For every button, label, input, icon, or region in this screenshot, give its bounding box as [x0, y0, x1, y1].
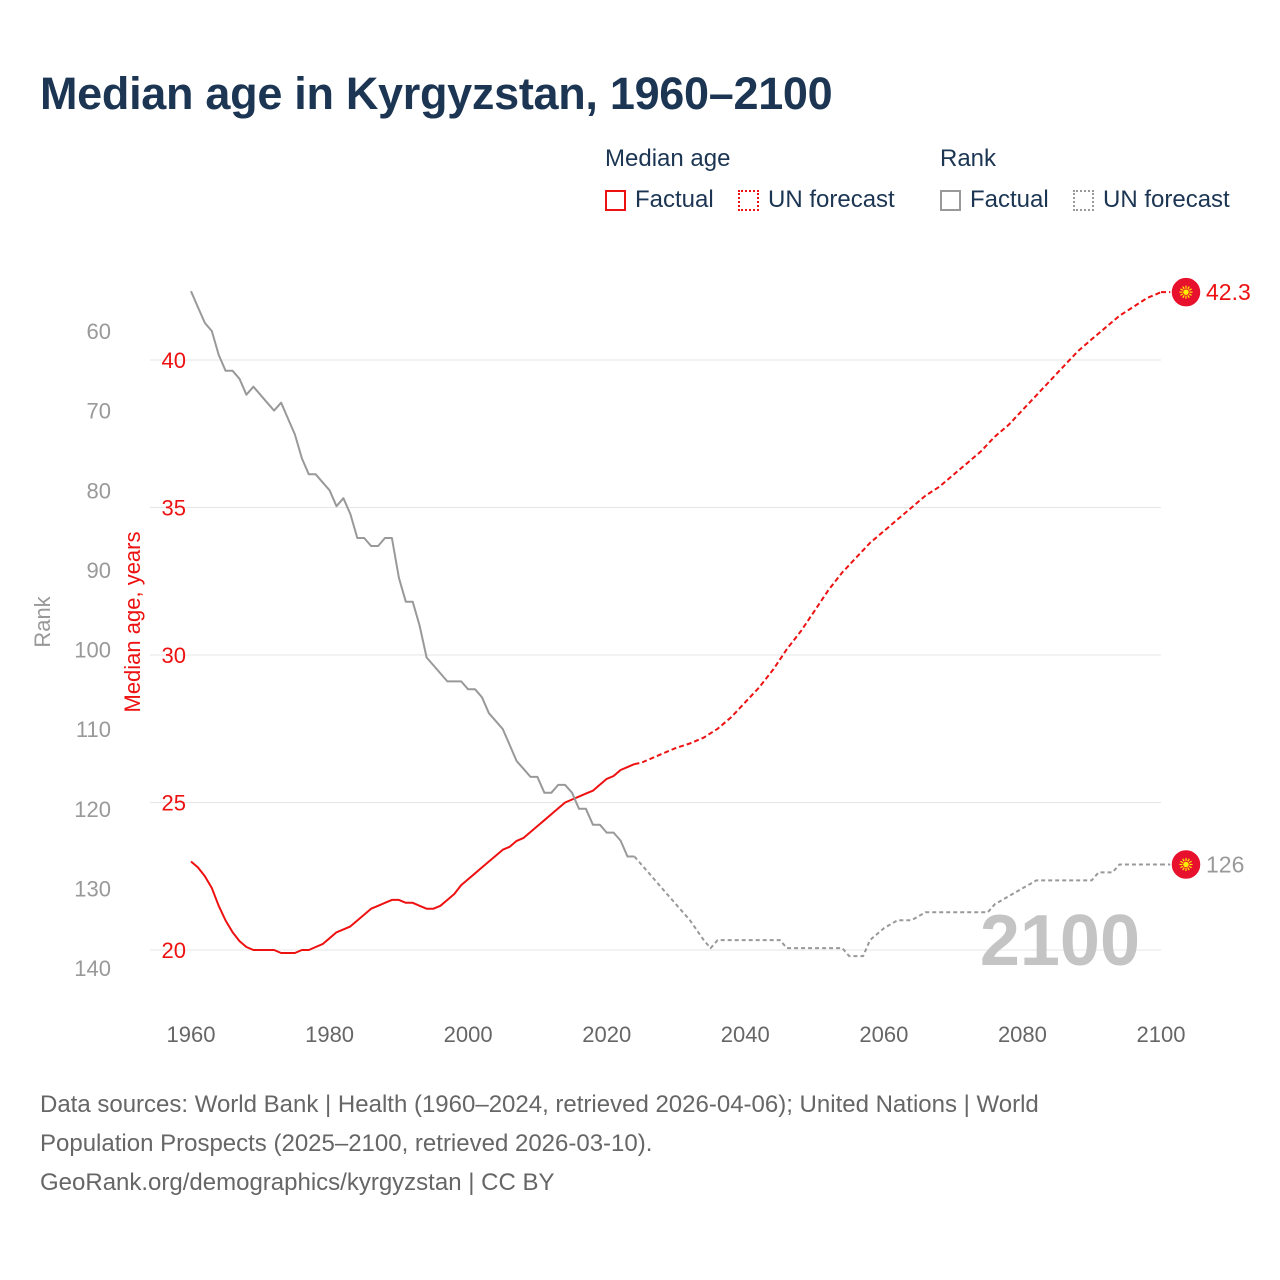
data-sources: Data sources: World Bank | Health (1960–…: [40, 1085, 1220, 1202]
rank-tick-100: 100: [74, 638, 111, 663]
rank-tick-90: 90: [87, 558, 111, 583]
median-end-label: 42.3: [1206, 279, 1251, 305]
gridlines: [150, 359, 1161, 951]
series-line-median-age-un-forecast: [634, 291, 1162, 766]
x-tick-1980: 1980: [305, 1022, 354, 1047]
sources-line-2: Population Prospects (2025–2100, retriev…: [40, 1130, 653, 1157]
legend-item-median-forecast[interactable]: UN forecast: [738, 186, 895, 214]
legend-swatch-rank-forecast: [1073, 189, 1094, 211]
legend-item-median-factual[interactable]: Factual: [605, 186, 714, 214]
x-tick-1960: 1960: [167, 1022, 216, 1047]
median-tick-35: 35: [162, 496, 186, 521]
legend-swatch-median-forecast: [738, 189, 759, 211]
rank-end-label: 126: [1206, 851, 1244, 877]
median-tick-40: 40: [162, 348, 186, 373]
rank-tick-110: 110: [76, 717, 111, 742]
legend-swatch-rank-factual: [940, 189, 961, 211]
rank-tick-70: 70: [87, 399, 111, 424]
x-tick-2020: 2020: [582, 1022, 631, 1047]
legend-label-rank-factual: Factual: [970, 186, 1049, 213]
sources-line-1: Data sources: World Bank | Health (1960–…: [40, 1091, 1039, 1118]
median-tick-20: 20: [162, 938, 186, 963]
median-axis-label: Median age, years: [120, 532, 145, 713]
x-tick-2040: 2040: [721, 1022, 770, 1047]
axes: 20 25 30 35 40 60 70 80 90 100 110 120 130 140 1960 198…: [30, 319, 1185, 1047]
median-tick-25: 25: [162, 791, 186, 816]
legend-median-age-title: Median age: [605, 145, 731, 172]
legend-label-median-factual: Factual: [635, 186, 714, 213]
median-tick-30: 30: [162, 643, 186, 668]
rank-tick-140: 140: [74, 956, 111, 981]
sources-line-3[interactable]: GeoRank.org/demographics/kyrgyzstan | CC…: [40, 1169, 555, 1196]
legend-item-rank-factual[interactable]: Factual: [940, 186, 1049, 214]
year-watermark: 2100: [980, 901, 1140, 981]
legend-item-rank-forecast[interactable]: UN forecast: [1073, 186, 1230, 214]
kyrgyzstan-flag-icon-median[interactable]: [1170, 276, 1202, 308]
rank-tick-120: 120: [74, 797, 111, 822]
chart-plot-area: 2100 20 25 30 35 40 60 70 80 90 100 110 120 130 140 19…: [30, 276, 1251, 1047]
legend-label-rank-forecast: UN forecast: [1103, 186, 1230, 213]
x-tick-2060: 2060: [859, 1022, 908, 1047]
x-tick-2000: 2000: [444, 1022, 493, 1047]
kyrgyzstan-flag-icon-rank[interactable]: [1170, 848, 1202, 881]
legend-label-median-forecast: UN forecast: [768, 186, 895, 213]
series-lines: [190, 290, 1171, 958]
series-line-rank-un-forecast: [633, 855, 1161, 958]
legend-swatch-median-factual: [605, 189, 626, 211]
rank-tick-60: 60: [87, 319, 111, 344]
series-line-rank-factual: [190, 290, 635, 858]
x-tick-2100: 2100: [1137, 1022, 1186, 1047]
rank-tick-80: 80: [87, 478, 111, 503]
chart-title: Median age in Kyrgyzstan, 1960–2100: [40, 68, 833, 119]
legend-rank-title: Rank: [940, 145, 997, 172]
series-line-median-age-factual: [190, 763, 635, 954]
x-tick-2080: 2080: [998, 1022, 1047, 1047]
rank-tick-130: 130: [74, 876, 111, 901]
rank-axis-label: Rank: [30, 595, 55, 647]
end-markers: 42.3 126: [1170, 276, 1251, 881]
